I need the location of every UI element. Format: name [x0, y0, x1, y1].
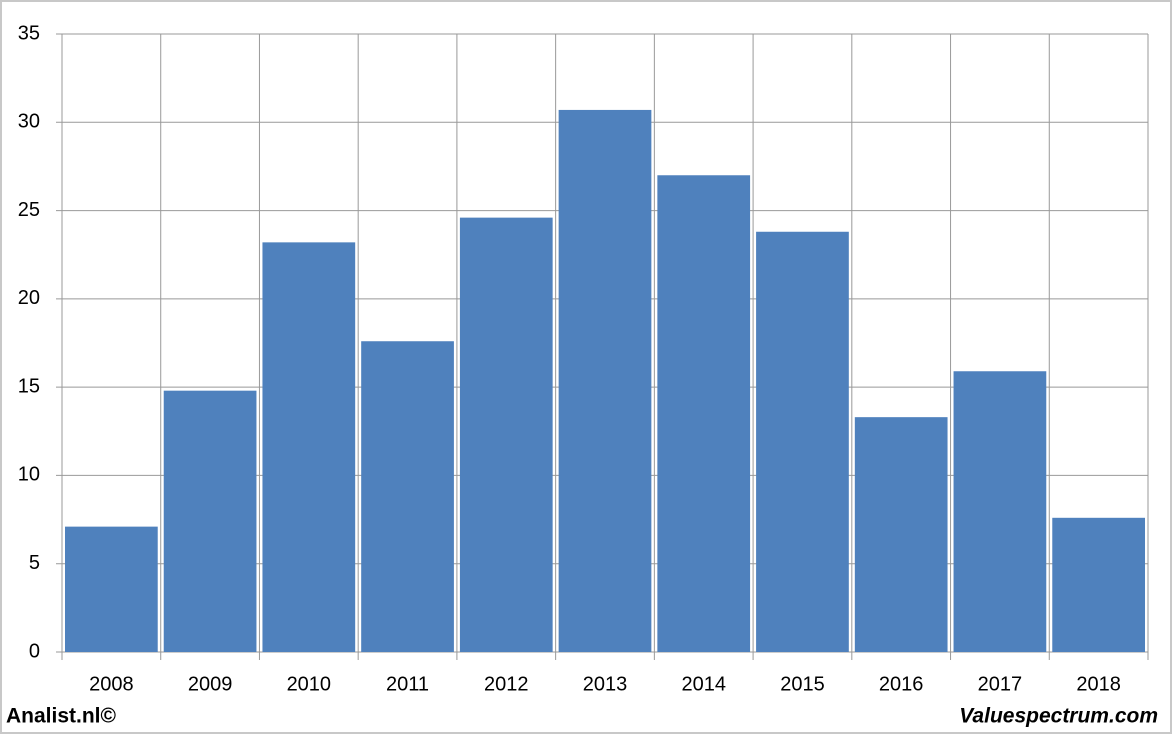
x-tick-label: 2017	[978, 673, 1023, 695]
x-tick-label: 2012	[484, 673, 529, 695]
y-tick-label: 5	[29, 552, 40, 574]
credit-right: Valuespectrum.com	[959, 705, 1158, 728]
bar	[361, 341, 454, 652]
y-tick-label: 20	[18, 287, 40, 309]
bar	[65, 526, 158, 652]
y-tick-label: 10	[18, 464, 40, 486]
y-tick-label: 35	[18, 22, 40, 44]
credit-left: Analist.nl©	[6, 705, 117, 728]
y-tick-label: 0	[29, 640, 40, 662]
bar	[1052, 517, 1145, 652]
y-tick-label: 30	[18, 111, 40, 133]
y-tick-label: 25	[18, 199, 40, 221]
bar	[558, 109, 652, 652]
x-tick-label: 2009	[188, 673, 233, 695]
bar	[854, 417, 948, 652]
bar	[756, 231, 849, 652]
x-tick-label: 2011	[386, 673, 429, 695]
x-tick-label: 2014	[681, 673, 726, 695]
x-tick-label: 2016	[879, 673, 924, 695]
y-tick-label: 15	[18, 375, 40, 397]
x-tick-label: 2015	[780, 673, 825, 695]
bar	[459, 217, 553, 653]
x-tick-label: 2010	[287, 673, 332, 695]
bar	[262, 242, 356, 652]
bar	[657, 175, 751, 652]
x-tick-label: 2013	[583, 673, 628, 695]
x-tick-label: 2008	[89, 673, 134, 695]
bar	[163, 390, 257, 652]
bar	[953, 371, 1047, 652]
x-tick-label: 2018	[1076, 673, 1121, 695]
